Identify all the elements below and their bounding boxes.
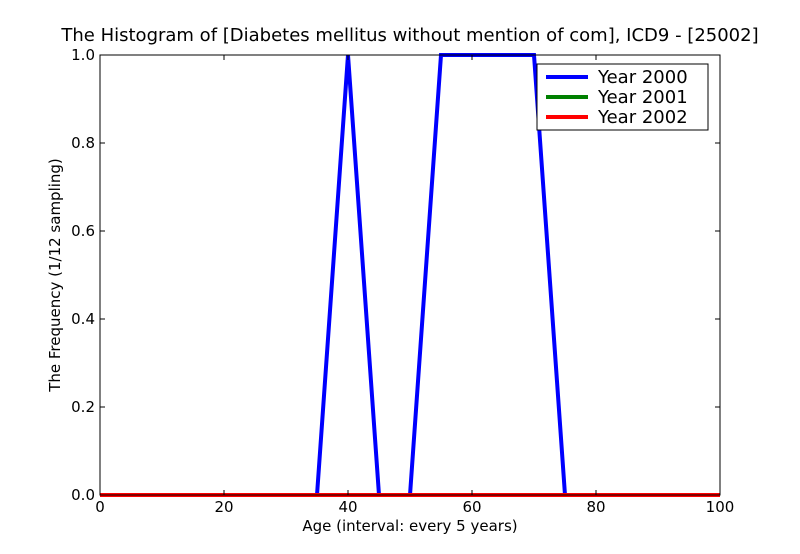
y-tick-label: 0.6 xyxy=(71,222,95,240)
x-tick-label: 40 xyxy=(338,498,357,516)
x-tick-label: 20 xyxy=(214,498,233,516)
legend-label: Year 2000 xyxy=(597,67,688,88)
legend-label: Year 2001 xyxy=(597,87,688,108)
y-axis-label: The Frequency (1/12 sampling) xyxy=(46,158,64,393)
chart-title: The Histogram of [Diabetes mellitus with… xyxy=(60,25,758,46)
plot-frame xyxy=(99,54,721,496)
x-tick-label: 60 xyxy=(462,498,481,516)
y-tick-label: 0.2 xyxy=(71,398,95,416)
x-tick-label: 100 xyxy=(706,498,735,516)
y-tick-label: 0.0 xyxy=(71,486,95,504)
legend-label: Year 2002 xyxy=(597,107,688,128)
x-tick-label: 0 xyxy=(95,498,105,516)
y-tick-label: 1.0 xyxy=(71,46,95,64)
axis-ticks: 0 20 40 60 80 100 0.0 0.2 0.4 0.6 0.8 1.0 xyxy=(71,46,734,516)
x-tick-label: 80 xyxy=(586,498,605,516)
x-axis-label: Age (interval: every 5 years) xyxy=(302,517,517,535)
y-tick-label: 0.4 xyxy=(71,310,95,328)
y-tick-label: 0.8 xyxy=(71,134,95,152)
